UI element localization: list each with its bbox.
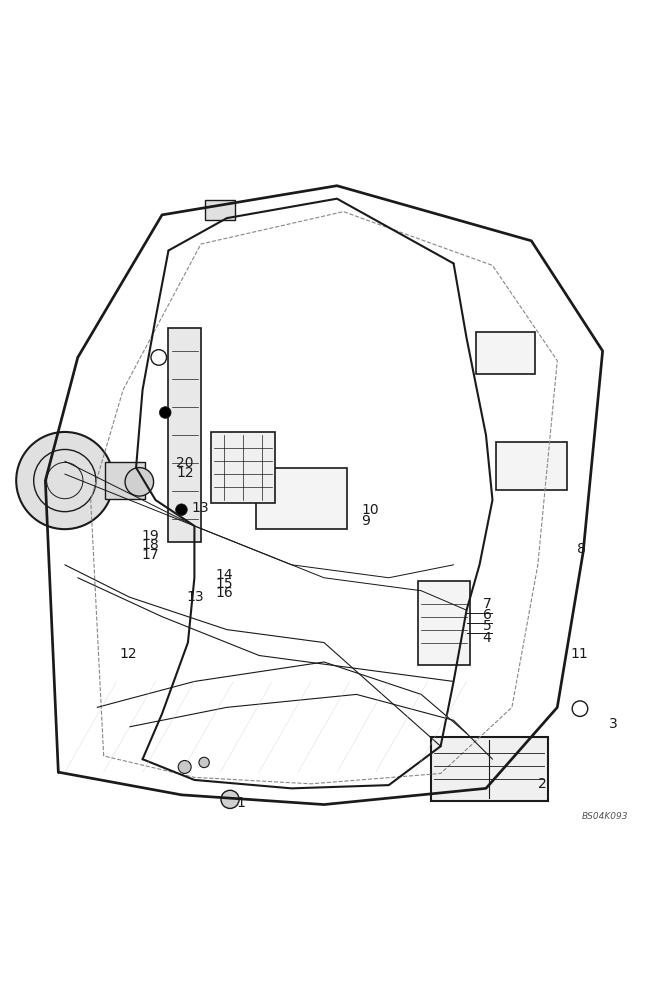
Text: 1: 1 bbox=[237, 796, 246, 810]
Text: 5: 5 bbox=[483, 619, 492, 633]
FancyBboxPatch shape bbox=[476, 332, 535, 374]
Text: 19: 19 bbox=[141, 529, 159, 543]
Text: 6: 6 bbox=[483, 608, 492, 622]
FancyBboxPatch shape bbox=[496, 442, 567, 490]
Circle shape bbox=[151, 350, 167, 365]
Circle shape bbox=[572, 701, 588, 716]
Text: BS04K093: BS04K093 bbox=[582, 812, 629, 821]
Text: 13: 13 bbox=[191, 501, 209, 515]
Text: 17: 17 bbox=[141, 548, 159, 562]
Text: 9: 9 bbox=[362, 514, 371, 528]
FancyBboxPatch shape bbox=[205, 200, 235, 220]
Text: 11: 11 bbox=[570, 647, 588, 661]
Text: 10: 10 bbox=[362, 503, 379, 517]
FancyBboxPatch shape bbox=[211, 432, 275, 503]
Text: 12: 12 bbox=[176, 466, 194, 480]
Circle shape bbox=[125, 468, 154, 496]
Text: 2: 2 bbox=[538, 777, 547, 791]
FancyBboxPatch shape bbox=[105, 462, 145, 499]
Text: 18: 18 bbox=[141, 538, 159, 552]
Circle shape bbox=[199, 757, 209, 768]
Circle shape bbox=[176, 504, 187, 516]
Text: 20: 20 bbox=[176, 456, 194, 470]
Text: 14: 14 bbox=[215, 568, 233, 582]
FancyBboxPatch shape bbox=[418, 581, 470, 665]
FancyBboxPatch shape bbox=[431, 737, 548, 801]
Text: 8: 8 bbox=[577, 542, 586, 556]
FancyBboxPatch shape bbox=[168, 328, 201, 542]
Text: 15: 15 bbox=[215, 577, 233, 591]
Circle shape bbox=[159, 407, 171, 418]
Circle shape bbox=[221, 790, 239, 808]
Circle shape bbox=[16, 432, 113, 529]
Text: 3: 3 bbox=[609, 717, 618, 731]
Text: 4: 4 bbox=[483, 631, 492, 645]
Text: 16: 16 bbox=[215, 586, 233, 600]
Circle shape bbox=[178, 760, 191, 773]
Text: 7: 7 bbox=[483, 597, 492, 611]
FancyBboxPatch shape bbox=[256, 468, 347, 529]
Text: 12: 12 bbox=[120, 647, 137, 661]
Text: 13: 13 bbox=[187, 590, 204, 604]
